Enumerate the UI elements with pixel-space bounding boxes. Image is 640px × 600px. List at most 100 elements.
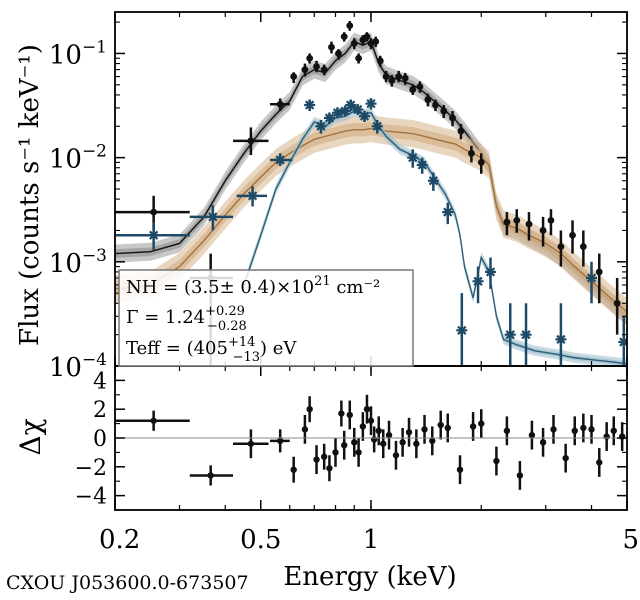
dot-marker-37 [547, 216, 555, 224]
legend-sup: +14 [228, 335, 255, 350]
star-stroke-3 [346, 100, 356, 110]
dot-marker-3 [276, 100, 284, 108]
dot-marker-24 [409, 86, 417, 93]
residual-dot-26 [413, 440, 420, 447]
residual-dot-32 [469, 423, 477, 430]
star-stroke-3 [316, 121, 326, 131]
residual-dot-33 [478, 420, 485, 427]
dot-marker-30 [457, 127, 465, 135]
residual-dot-13 [346, 411, 353, 419]
star-marker-1 [207, 211, 219, 223]
dot-marker-4 [290, 73, 298, 80]
dot-marker-32 [477, 159, 485, 166]
residual-dot-20 [375, 427, 382, 434]
dot-marker-38 [557, 243, 565, 250]
dot-marker-42 [613, 299, 621, 307]
star-marker-20 [485, 266, 497, 278]
residual-dot-14 [351, 439, 358, 446]
star-stroke-3 [505, 330, 515, 340]
residual-dot-42 [580, 424, 587, 432]
star-stroke-3 [586, 273, 597, 283]
residual-dot-0 [150, 417, 157, 424]
y-tick-label: 10−4 [49, 350, 107, 383]
series-1 [115, 98, 627, 366]
dot-marker-27 [432, 101, 439, 109]
residual-dot-41 [571, 427, 578, 434]
dot-marker-33 [503, 218, 511, 226]
dot-marker-12 [346, 22, 354, 30]
star-stroke-3 [417, 160, 427, 170]
residual-dot-21 [380, 440, 387, 447]
dot-marker-0 [150, 208, 158, 216]
residual-y-tick-label: 0 [93, 427, 107, 452]
residual-dot-22 [385, 431, 393, 439]
star-stroke-3 [473, 276, 483, 286]
residual-dot-25 [405, 429, 413, 436]
star-marker-19 [472, 275, 484, 287]
star-marker-23 [555, 333, 567, 345]
residual-dot-44 [596, 459, 603, 466]
star-marker-24 [586, 272, 598, 284]
residual-y-tick-label: −2 [75, 456, 107, 481]
dot-marker-28 [440, 107, 448, 115]
legend-sub: −13 [233, 350, 260, 365]
legend-sup: 21 [314, 274, 331, 289]
dot-marker-6 [306, 54, 314, 62]
star-marker-15 [416, 159, 428, 171]
residual-dot-5 [301, 426, 309, 433]
dot-marker-23 [401, 74, 409, 82]
dot-marker-25 [416, 83, 424, 91]
legend-teff: Teff = (405+14 −13) eV [126, 335, 297, 365]
residual-dot-12 [341, 442, 348, 449]
star-marker-4 [304, 99, 316, 111]
residual-dot-40 [562, 454, 569, 462]
residual-dot-47 [618, 433, 626, 440]
residual-dot-6 [306, 406, 313, 413]
residual-y-tick-label: −4 [75, 485, 107, 510]
dot-marker-21 [388, 77, 396, 84]
y-tick-label: 10−3 [49, 246, 107, 279]
x-tick-label: 0.5 [240, 525, 281, 555]
star-stroke-3 [353, 104, 363, 115]
star-marker-22 [520, 329, 532, 341]
dot-marker-13 [350, 39, 358, 47]
star-marker-9 [345, 99, 357, 111]
residual-dot-45 [603, 433, 610, 440]
dot-marker-20 [382, 73, 390, 80]
x-axis-title: Energy (keV) [283, 562, 456, 592]
y-axis-title-flux: Flux (counts s⁻¹ keV⁻¹) [15, 44, 45, 346]
residual-dot-4 [290, 466, 297, 473]
star-marker-14 [407, 152, 419, 164]
star-stroke-3 [485, 267, 496, 277]
star-marker-0 [148, 229, 160, 241]
star-stroke-3 [556, 334, 566, 345]
legend-sup: +0.29 [205, 304, 245, 319]
star-stroke-3 [457, 325, 467, 335]
y-tick-exp: −3 [82, 246, 107, 266]
x-tick-label: 5 [622, 525, 639, 555]
residual-dot-23 [392, 452, 400, 459]
legend-main: Teff = (405 [126, 338, 228, 359]
y-axis-title-residual: Δχ [14, 418, 47, 455]
residual-dot-34 [493, 457, 500, 465]
legend-main: Γ = 1.24 [126, 307, 205, 328]
y-tick-exp: −4 [82, 350, 107, 370]
legend-main: NH = (3.5± 0.4)×10 [126, 277, 314, 298]
residual-dot-36 [516, 472, 524, 479]
star-marker-21 [504, 329, 516, 341]
star-stroke-3 [324, 113, 335, 123]
star-stroke-3 [149, 230, 159, 240]
residual-dot-2 [247, 440, 255, 447]
residual-dot-18 [367, 417, 375, 424]
residual-dot-16 [359, 423, 367, 430]
star-marker-3 [274, 154, 286, 166]
residual-dot-1 [207, 472, 214, 479]
dot-marker-31 [468, 149, 475, 157]
fit-parameter-legend: NH = (3.5± 0.4)×1021 cm⁻² Γ = 1.24+0.29−… [118, 269, 414, 367]
star-stroke-3 [208, 212, 218, 222]
dot-marker-2 [247, 137, 255, 145]
residual-dot-39 [550, 426, 557, 433]
legend-tail: ) eV [260, 338, 297, 359]
dot-marker-5 [301, 66, 309, 73]
